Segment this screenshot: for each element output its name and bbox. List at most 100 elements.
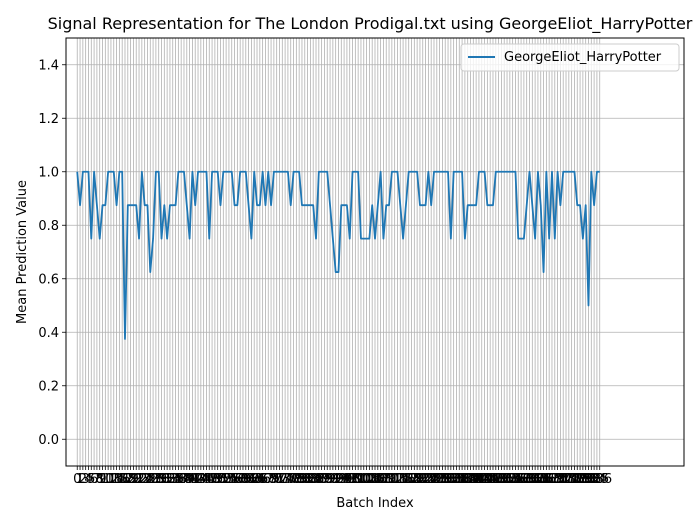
x-tick-label: 111	[377, 472, 402, 487]
x-tick-label: 137	[450, 472, 475, 487]
x-tick-label: 82	[299, 472, 316, 487]
x-tick-label: 50	[209, 472, 226, 487]
x-tick-label: 113	[382, 472, 407, 487]
x-tick-label: 22	[131, 472, 148, 487]
x-tick-label: 39	[179, 472, 196, 487]
x-tick-label: 73	[274, 472, 291, 487]
x-tick-label: 49	[207, 472, 224, 487]
axis-ticks: 0.00.20.40.60.81.01.21.40123456789101112…	[38, 58, 612, 487]
x-tick-label: 119	[399, 472, 424, 487]
x-tick-label: 155	[500, 472, 525, 487]
x-tick-label: 69	[263, 472, 280, 487]
x-tick-label: 62	[243, 472, 260, 487]
plot-frame	[65, 37, 685, 467]
x-tick-label: 21	[128, 472, 145, 487]
x-tick-label: 85	[308, 472, 325, 487]
x-tick-label: 38	[176, 472, 193, 487]
x-tick-label: 32	[159, 472, 176, 487]
x-tick-label: 34	[164, 472, 181, 487]
x-tick-label: 55	[223, 472, 240, 487]
x-tick-label: 156	[503, 472, 528, 487]
x-tick-label: 150	[486, 472, 511, 487]
x-tick-label: 122	[408, 472, 433, 487]
x-tick-label: 136	[447, 472, 472, 487]
x-tick-label: 128	[424, 472, 449, 487]
x-tick-label: 57	[229, 472, 246, 487]
x-tick-label: 17	[117, 472, 134, 487]
x-tick-label: 151	[489, 472, 514, 487]
x-tick-label: 0	[73, 472, 81, 487]
x-tick-label: 134	[441, 472, 466, 487]
x-tick-label: 14	[108, 472, 125, 487]
x-tick-label: 138	[452, 472, 477, 487]
x-tick-label: 120	[402, 472, 427, 487]
x-tick-label: 28	[148, 472, 165, 487]
y-tick-label: 0.2	[38, 379, 59, 394]
x-tick-label: 185	[585, 472, 610, 487]
x-tick-label: 108	[368, 472, 393, 487]
x-tick-label: 3	[82, 472, 90, 487]
x-tick-label: 129	[427, 472, 452, 487]
x-tick-label: 177	[562, 472, 587, 487]
x-tick-label: 20	[125, 472, 142, 487]
x-tick-label: 131	[433, 472, 458, 487]
x-tick-label: 125	[416, 472, 441, 487]
x-tick-label: 61	[240, 472, 257, 487]
x-tick-label: 70	[266, 472, 283, 487]
x-tick-label: 37	[173, 472, 190, 487]
x-tick-label: 161	[517, 472, 542, 487]
x-tick-label: 165	[528, 472, 553, 487]
x-tick-label: 117	[393, 472, 418, 487]
x-tick-label: 105	[360, 472, 385, 487]
x-tick-label: 65	[252, 472, 269, 487]
x-tick-label: 173	[551, 472, 576, 487]
x-tick-label: 66	[254, 472, 271, 487]
x-tick-label: 169	[540, 472, 565, 487]
x-tick-label: 158	[509, 472, 534, 487]
x-tick-label: 91	[325, 472, 342, 487]
x-tick-label: 80	[294, 472, 311, 487]
x-tick-label: 112	[379, 472, 404, 487]
x-tick-label: 145	[472, 472, 497, 487]
x-tick-label: 26	[142, 472, 159, 487]
x-tick-label: 86	[311, 472, 328, 487]
x-tick-label: 121	[405, 472, 430, 487]
x-tick-label: 31	[156, 472, 173, 487]
x-tick-label: 59	[235, 472, 252, 487]
x-tick-label: 170	[542, 472, 567, 487]
x-tick-label: 1	[76, 472, 84, 487]
x-tick-label: 83	[302, 472, 319, 487]
x-tick-label: 43	[190, 472, 207, 487]
x-tick-label: 157	[506, 472, 531, 487]
x-tick-label: 127	[422, 472, 447, 487]
x-tick-label: 101	[349, 472, 374, 487]
x-tick-label: 176	[559, 472, 584, 487]
x-tick-label: 164	[526, 472, 551, 487]
x-tick-label: 132	[436, 472, 461, 487]
x-tick-label: 186	[587, 472, 612, 487]
x-tick-label: 124	[413, 472, 438, 487]
x-tick-label: 8	[96, 472, 104, 487]
x-tick-label: 81	[296, 472, 313, 487]
x-tick-label: 92	[327, 472, 344, 487]
series-layer	[76, 170, 600, 340]
x-tick-label: 153	[495, 472, 520, 487]
x-tick-label: 98	[344, 472, 361, 487]
x-tick-label: 36	[170, 472, 187, 487]
x-tick-label: 178	[565, 472, 590, 487]
x-tick-label: 168	[537, 472, 562, 487]
x-tick-label: 10	[97, 472, 114, 487]
x-tick-label: 114	[385, 472, 410, 487]
x-tick-label: 41	[184, 472, 201, 487]
x-tick-label: 152	[492, 472, 517, 487]
x-tick-label: 11	[100, 472, 117, 487]
x-tick-label: 58	[232, 472, 249, 487]
x-tick-label: 16	[114, 472, 131, 487]
y-tick-label: 1.4	[38, 58, 59, 73]
x-tick-label: 102	[351, 472, 376, 487]
y-tick-label: 1.2	[38, 112, 59, 127]
x-axis-label: Batch Index	[336, 496, 414, 511]
x-tick-label: 46	[198, 472, 215, 487]
x-tick-label: 54	[221, 472, 238, 487]
